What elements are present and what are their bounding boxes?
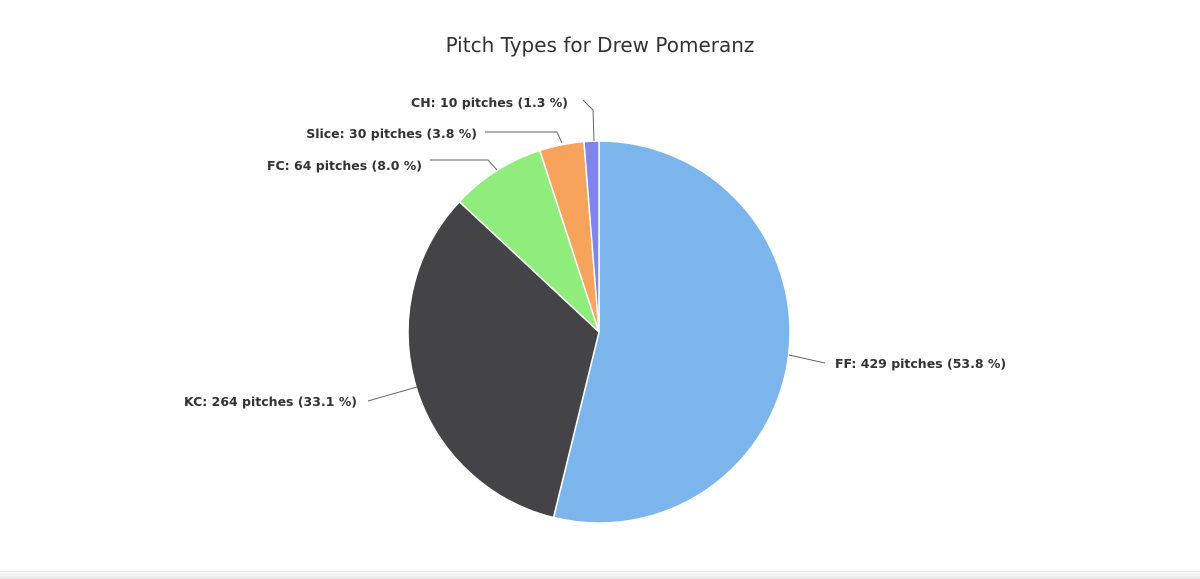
pie-slices	[407, 140, 791, 524]
data-label-kc: KC: 264 pitches (33.1 %)	[184, 394, 357, 409]
pie-slice-ff[interactable]	[552, 140, 791, 524]
pie-slice-fc[interactable]	[458, 149, 600, 333]
connector-line-ch	[582, 99, 595, 142]
pie-slice-ch[interactable]	[583, 140, 600, 333]
data-label-ch: CH: 10 pitches (1.3 %)	[411, 95, 568, 110]
connector-line-kc	[367, 386, 418, 402]
connector-line-slice	[485, 131, 563, 144]
bottom-border	[0, 571, 1200, 579]
connector-line-fc	[430, 159, 498, 171]
connector-line-ff	[788, 354, 826, 364]
data-label-slice: Slice: 30 pitches (3.8 %)	[306, 126, 477, 141]
data-label-fc: FC: 64 pitches (8.0 %)	[267, 158, 422, 173]
data-label-ff: FF: 429 pitches (53.8 %)	[835, 356, 1006, 371]
chart-title: Pitch Types for Drew Pomeranz	[446, 33, 755, 57]
pie-slice-kc[interactable]	[407, 200, 600, 519]
data-labels: FF: 429 pitches (53.8 %) KC: 264 pitches …	[184, 95, 1006, 409]
